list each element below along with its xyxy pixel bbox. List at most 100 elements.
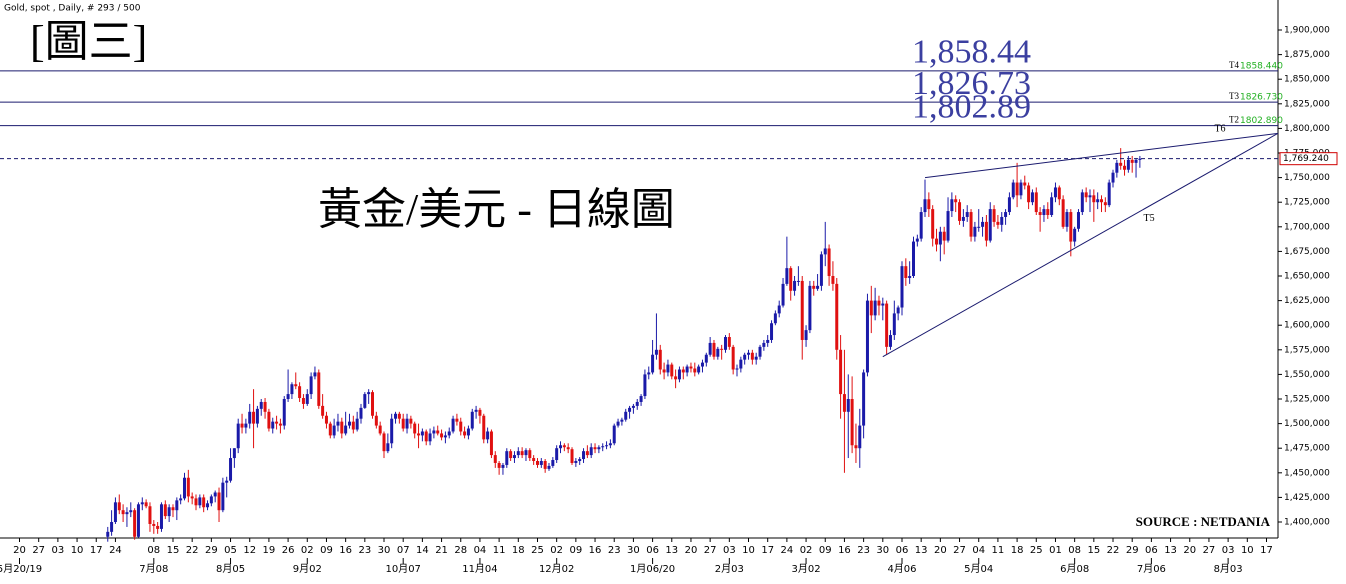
- x-tick-label: 18: [1011, 545, 1024, 556]
- candle-body: [942, 231, 946, 241]
- candle-body: [432, 430, 436, 434]
- x-tick-label: 27: [32, 545, 45, 556]
- candle-body: [167, 507, 171, 517]
- candle-body: [255, 408, 259, 424]
- candle-body: [796, 280, 800, 282]
- candle-body: [858, 425, 862, 449]
- candle-body: [551, 460, 555, 466]
- candle-body: [981, 221, 985, 227]
- candle-body: [819, 254, 823, 286]
- candle-body: [651, 354, 655, 373]
- candle-body: [593, 447, 597, 450]
- candle-body: [1103, 202, 1107, 206]
- candle-body: [520, 451, 524, 456]
- candle-body: [601, 446, 605, 448]
- x-tick-label: 08: [1068, 545, 1081, 556]
- candle-body: [1076, 212, 1080, 229]
- candle-body: [202, 497, 206, 508]
- candle-body: [589, 447, 593, 456]
- candle-body: [846, 399, 850, 412]
- candle-body: [1115, 162, 1119, 173]
- candle-body: [582, 451, 586, 460]
- candle-body: [163, 504, 167, 517]
- candle-body: [850, 399, 854, 446]
- y-tick-label: 1,800,000: [1284, 124, 1330, 134]
- x-tick-label: 29: [205, 545, 218, 556]
- candle-body: [110, 522, 114, 532]
- candle-body: [186, 477, 190, 497]
- x-tick-label: 11: [992, 545, 1005, 556]
- x-tick-label: 22: [186, 545, 199, 556]
- candle-body: [731, 346, 735, 370]
- x-tick-label: 10: [742, 545, 755, 556]
- candle-body: [324, 415, 328, 424]
- x-tick-label: 25: [531, 545, 544, 556]
- candle-body: [854, 445, 858, 449]
- candle-body: [298, 386, 302, 399]
- candle-body: [474, 409, 478, 412]
- candle-body: [501, 464, 505, 468]
- candle-body: [240, 423, 244, 428]
- candle-body: [1088, 195, 1092, 198]
- candle-body: [1107, 182, 1111, 206]
- x-tick-label: 30: [378, 545, 391, 556]
- x-tick-label: 29: [1126, 545, 1139, 556]
- x-major-tick-label: 8月05: [216, 563, 245, 575]
- x-tick-label: 06: [1145, 545, 1158, 556]
- candle-body: [1119, 162, 1123, 166]
- candle-body: [896, 307, 900, 314]
- x-tick-label: 26: [282, 545, 295, 556]
- candle-body: [1069, 212, 1073, 242]
- candle-body: [440, 433, 444, 438]
- candle-body: [900, 266, 904, 308]
- candle-body: [965, 212, 969, 217]
- candle-body: [347, 421, 351, 426]
- x-tick-label: 09: [569, 545, 582, 556]
- candle-body: [367, 392, 371, 395]
- x-tick-label: 03: [1222, 545, 1235, 556]
- candle-body: [1111, 172, 1115, 183]
- candle-body: [321, 405, 325, 416]
- candle-body: [121, 510, 125, 515]
- candle-body: [397, 413, 401, 419]
- candle-body: [685, 366, 689, 373]
- candle-body: [125, 512, 129, 515]
- candle-body: [1011, 182, 1015, 198]
- x-tick-label: 04: [972, 545, 985, 556]
- y-tick-label: 1,700,000: [1284, 222, 1330, 232]
- candle-body: [935, 238, 939, 245]
- candle-body: [988, 209, 992, 241]
- candle-body: [1073, 228, 1077, 242]
- candle-body: [1084, 192, 1088, 198]
- candle-body: [574, 461, 578, 463]
- candle-body: [340, 421, 344, 434]
- candle-body: [129, 510, 133, 513]
- candle-body: [133, 510, 137, 537]
- x-tick-label: 16: [838, 545, 851, 556]
- candle-body: [290, 384, 294, 395]
- candle-body: [773, 313, 777, 324]
- candle-body: [371, 392, 375, 416]
- candle-body: [559, 445, 563, 449]
- candle-body: [770, 323, 774, 340]
- y-tick-label: 1,475,000: [1284, 444, 1330, 454]
- x-tick-label: 02: [550, 545, 563, 556]
- candle-body: [386, 443, 390, 452]
- candle-body: [812, 285, 816, 289]
- level-name: T3: [1229, 91, 1239, 101]
- candle-body: [221, 482, 225, 511]
- candle-body: [950, 199, 954, 212]
- candle-body: [497, 462, 501, 468]
- candle-body: [275, 421, 279, 424]
- candle-body: [743, 354, 747, 360]
- x-tick-label: 24: [109, 545, 122, 556]
- candle-body: [938, 231, 942, 245]
- y-tick-label: 1,675,000: [1284, 247, 1330, 257]
- x-tick-label: 06: [896, 545, 909, 556]
- x-major-tick-label: 11月04: [462, 563, 497, 575]
- x-tick-label: 01: [1049, 545, 1062, 556]
- candle-body: [378, 425, 382, 434]
- candle-body: [666, 364, 670, 373]
- trendline: [882, 132, 1279, 358]
- x-tick-label: 10: [1241, 545, 1254, 556]
